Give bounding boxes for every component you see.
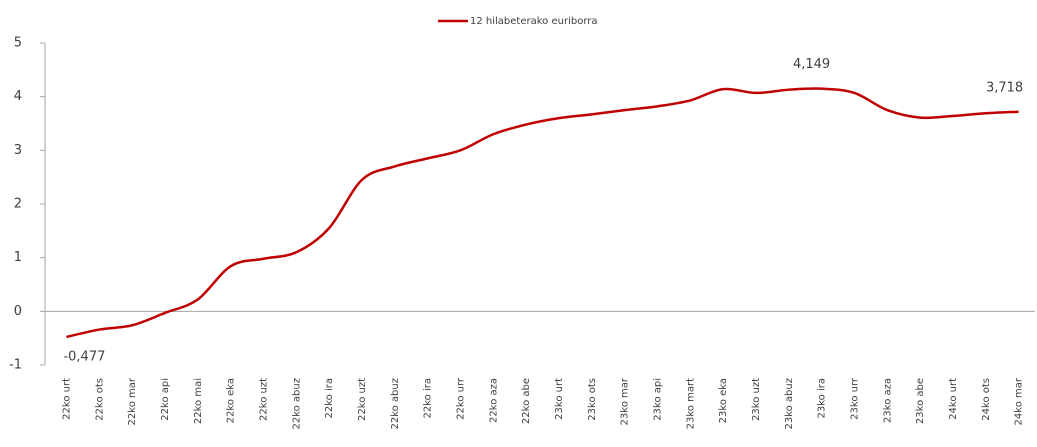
data-label: 4,149 <box>793 57 830 72</box>
x-tick-label: 23ko uzt <box>751 378 762 421</box>
x-tick-label: 23ko urr <box>849 377 860 420</box>
y-tick-label: 5 <box>14 36 22 51</box>
line <box>66 87 1019 339</box>
x-tick-label: 23ko aza <box>882 378 893 423</box>
x-tick-label: 23ko ots <box>587 378 598 421</box>
x-tick-label: 22ko mai <box>193 378 204 424</box>
x-tick-label: 22ko aza <box>488 378 499 423</box>
data-label: -0,477 <box>63 349 105 364</box>
data-label: 3,718 <box>986 80 1023 95</box>
x-tick-label: 22ko ots <box>94 378 105 421</box>
x-tick-label: 22ko mar <box>127 377 138 425</box>
y-tick-label: 1 <box>14 250 22 265</box>
x-tick-label: 22ko abe <box>521 378 532 424</box>
x-tick-label: 22ko urr <box>455 377 466 420</box>
x-tick-label: 22ko abuz <box>291 378 302 430</box>
x-tick-label: 22ko uzt <box>258 378 269 421</box>
x-tick-label: 23ko abe <box>915 378 926 424</box>
x-tick-label: 23ko abuz <box>784 378 795 430</box>
y-tick-label: 3 <box>14 143 22 158</box>
y-tick-label: 4 <box>14 89 22 104</box>
x-tick-label: 23ko mart <box>685 378 696 429</box>
x-tick-label: 22ko abuz <box>390 378 401 430</box>
x-tick-label: 24ko mar <box>1014 377 1025 425</box>
x-tick-label: 22ko ira <box>324 378 335 418</box>
y-tick-label: 0 <box>14 304 22 319</box>
x-tick-label: 23ko mar <box>620 377 631 425</box>
x-tick-label: 23ko ira <box>817 378 828 418</box>
y-tick-label: 2 <box>14 197 22 212</box>
y-tick-label: -1 <box>9 358 22 373</box>
x-tick-label: 23ko eka <box>718 378 729 423</box>
x-tick-label: 23ko urt <box>554 378 565 420</box>
legend-label: 12 hilabeterako euriborra <box>470 16 598 27</box>
x-tick-label: 22ko urt <box>61 378 72 420</box>
x-tick-label: 23ko api <box>652 378 663 421</box>
x-tick-label: 22ko api <box>160 378 171 421</box>
x-tick-label: 24ko ots <box>981 378 992 421</box>
x-tick-label: 22ko ira <box>423 378 434 418</box>
x-tick-label: 22ko uzt <box>357 378 368 421</box>
x-tick-label: 22ko eka <box>226 378 237 423</box>
x-tick-label: 24ko urt <box>948 378 959 420</box>
